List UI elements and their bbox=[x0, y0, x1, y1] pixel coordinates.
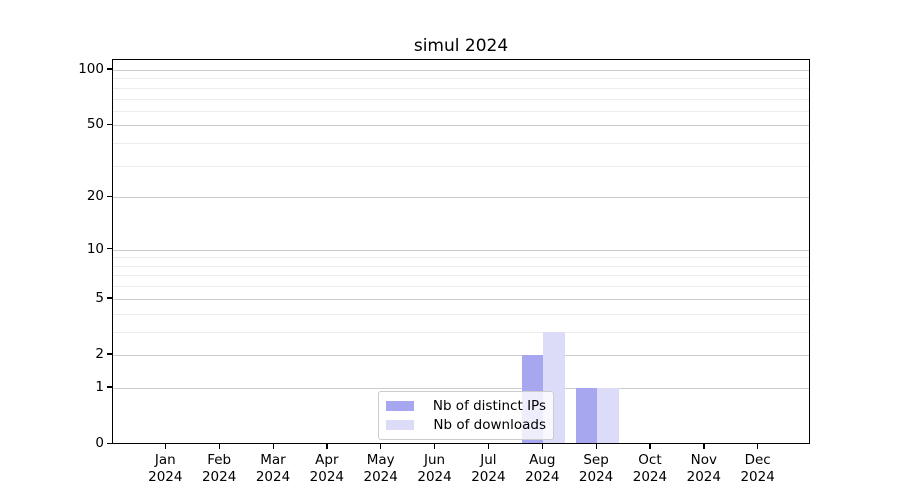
x-tick-label-month: Feb bbox=[207, 452, 232, 468]
y-tick-mark bbox=[107, 353, 112, 355]
gridline-major bbox=[113, 197, 809, 199]
legend-row-downloads: Nb of downloads bbox=[386, 417, 546, 433]
y-tick-label: 1 bbox=[95, 378, 104, 395]
x-tick-mark bbox=[649, 444, 651, 449]
gridline-minor bbox=[113, 275, 809, 277]
y-tick-mark bbox=[107, 68, 112, 70]
x-tick-label: Jul 2024 bbox=[458, 452, 518, 485]
gridline-minor bbox=[113, 78, 809, 80]
legend-swatch-distinct-ips bbox=[386, 401, 414, 411]
x-tick-label: Dec 2024 bbox=[728, 452, 788, 485]
x-tick-label-month: Sep bbox=[583, 452, 609, 468]
x-tick-label-month: Jan bbox=[154, 452, 176, 468]
y-tick-label: 10 bbox=[86, 240, 104, 257]
legend-label-distinct-ips: Nb of distinct IPs bbox=[432, 398, 546, 414]
x-tick-label: Jan 2024 bbox=[135, 452, 195, 485]
y-tick-mark bbox=[107, 248, 112, 250]
x-tick-mark bbox=[703, 444, 705, 449]
x-tick-label-month: Dec bbox=[744, 452, 771, 468]
x-tick-label: Sep 2024 bbox=[566, 452, 626, 485]
x-tick-label-year: 2024 bbox=[632, 468, 668, 485]
x-tick-label-year: 2024 bbox=[309, 468, 345, 485]
x-tick-label: Mar 2024 bbox=[243, 452, 303, 485]
gridline-major bbox=[113, 69, 809, 71]
gridline-minor bbox=[113, 331, 809, 333]
x-tick-label: Feb 2024 bbox=[189, 452, 249, 485]
y-tick-label: 20 bbox=[86, 188, 104, 205]
x-tick-label: Aug 2024 bbox=[512, 452, 572, 485]
y-tick-mark bbox=[107, 195, 112, 198]
x-tick-label: Apr 2024 bbox=[297, 452, 357, 485]
plot-area bbox=[112, 59, 810, 444]
x-tick-label-year: 2024 bbox=[525, 468, 560, 485]
gridline-minor bbox=[113, 313, 809, 315]
x-tick-label: Oct 2024 bbox=[620, 452, 680, 485]
x-tick-mark bbox=[164, 444, 167, 449]
x-tick-mark bbox=[380, 444, 382, 449]
x-tick-label-month: May bbox=[366, 452, 395, 468]
x-tick-label-month: Mar bbox=[260, 452, 286, 468]
gridline-major bbox=[113, 249, 809, 251]
gridline-major bbox=[113, 125, 809, 127]
x-tick-label: May 2024 bbox=[351, 452, 411, 485]
x-tick-label: Jun 2024 bbox=[405, 452, 465, 485]
y-tick-label: 0 bbox=[95, 435, 104, 451]
x-tick-label-year: 2024 bbox=[471, 468, 506, 485]
x-tick-label-year: 2024 bbox=[740, 468, 775, 485]
gridline-major bbox=[113, 354, 809, 356]
x-tick-label-month: Apr bbox=[315, 452, 339, 468]
y-tick-mark bbox=[107, 442, 112, 444]
y-tick-mark bbox=[107, 386, 112, 388]
gridline-major bbox=[113, 298, 809, 300]
x-tick-label-month: Jun bbox=[424, 452, 446, 468]
gridline-major bbox=[113, 387, 809, 389]
legend-label-downloads: Nb of downloads bbox=[433, 417, 546, 433]
legend-swatch-downloads bbox=[386, 420, 414, 430]
y-tick-label: 2 bbox=[95, 345, 104, 362]
bar-distinct-ips bbox=[575, 387, 598, 443]
x-tick-label-year: 2024 bbox=[686, 468, 721, 485]
x-tick-label: Nov 2024 bbox=[674, 452, 734, 485]
x-tick-mark bbox=[434, 444, 436, 449]
y-tick-label: 100 bbox=[78, 60, 104, 77]
x-tick-label-month: Jul bbox=[480, 452, 497, 468]
x-tick-label-year: 2024 bbox=[363, 468, 398, 485]
x-tick-mark bbox=[218, 444, 220, 449]
x-tick-label-year: 2024 bbox=[201, 468, 237, 485]
gridline-minor bbox=[113, 165, 809, 167]
legend-row-distinct-ips: Nb of distinct IPs bbox=[386, 398, 546, 414]
x-tick-label-month: Nov bbox=[690, 452, 717, 468]
gridline-minor bbox=[113, 257, 809, 259]
x-tick-mark bbox=[326, 444, 328, 449]
legend: Nb of distinct IPs Nb of downloads bbox=[378, 391, 554, 440]
y-tick-mark bbox=[107, 297, 112, 299]
x-tick-label-year: 2024 bbox=[255, 468, 291, 485]
x-tick-label-year: 2024 bbox=[417, 468, 452, 485]
x-tick-label-year: 2024 bbox=[148, 468, 183, 485]
x-tick-mark bbox=[272, 444, 274, 449]
y-tick-label: 5 bbox=[95, 289, 104, 306]
x-tick-mark bbox=[757, 444, 759, 449]
x-tick-mark bbox=[487, 444, 490, 449]
x-tick-label-year: 2024 bbox=[578, 468, 614, 485]
gridline-minor bbox=[113, 87, 809, 89]
gridline-minor bbox=[113, 110, 809, 112]
y-tick-mark bbox=[107, 123, 112, 126]
gridline-minor bbox=[113, 286, 809, 288]
x-tick-mark bbox=[541, 444, 544, 449]
plot-canvas bbox=[113, 60, 809, 443]
gridline-minor bbox=[113, 143, 809, 145]
chart-title: simul 2024 bbox=[413, 36, 509, 56]
bar-downloads bbox=[597, 387, 619, 443]
x-tick-label-month: Oct bbox=[638, 452, 662, 468]
y-tick-label: 50 bbox=[86, 116, 104, 133]
x-tick-label-month: Aug bbox=[529, 452, 556, 468]
gridline-minor bbox=[113, 265, 809, 267]
x-tick-mark bbox=[595, 444, 597, 449]
gridline-minor bbox=[113, 98, 809, 100]
